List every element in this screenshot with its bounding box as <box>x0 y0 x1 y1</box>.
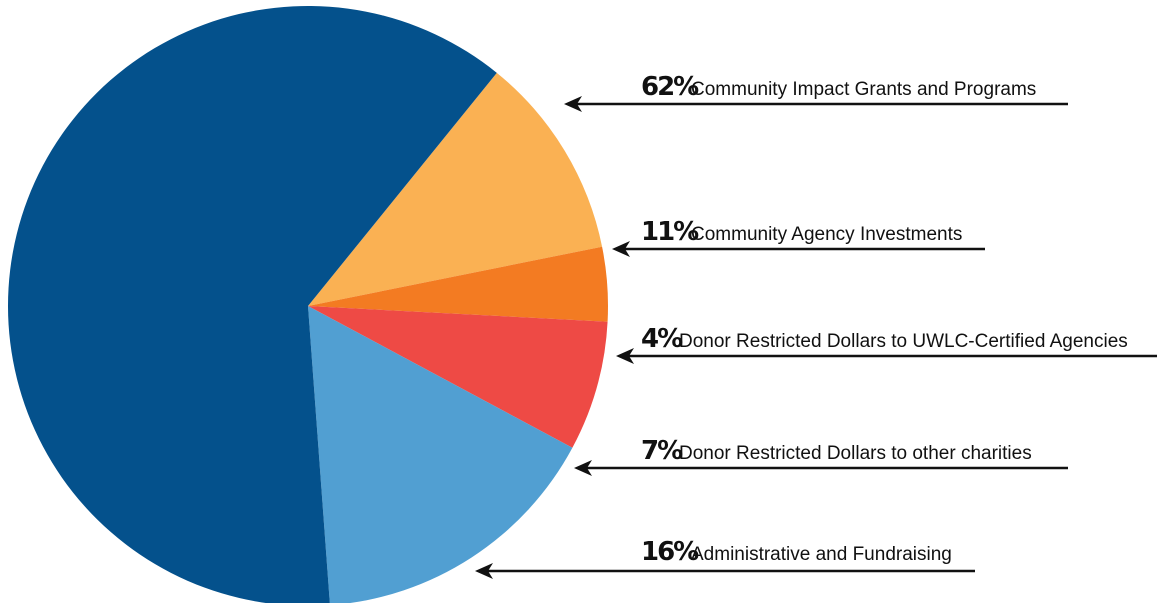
callout-arrowhead-4pct <box>616 348 634 364</box>
slice-percent-7pct: 7% <box>641 436 683 466</box>
pie-slice-62pct <box>8 6 497 603</box>
slice-percent-4pct: 4% <box>641 324 683 354</box>
slice-percent-16pct: 16% <box>641 537 699 567</box>
slice-label-62pct: Community Impact Grants and Programs <box>691 79 1036 100</box>
slice-percent-62pct: 62% <box>641 72 699 102</box>
pie-slice-11pct <box>308 72 603 306</box>
callout-arrowhead-62pct <box>564 96 582 112</box>
slice-label-4pct: Donor Restricted Dollars to UWLC-Certifi… <box>679 331 1128 352</box>
pie-slice-7pct <box>308 306 608 448</box>
slice-label-7pct: Donor Restricted Dollars to other charit… <box>679 443 1032 464</box>
callout-arrowhead-11pct <box>612 241 630 257</box>
callout-arrowhead-16pct <box>475 563 493 579</box>
slice-percent-11pct: 11% <box>641 217 699 247</box>
callout-arrowhead-7pct <box>574 460 592 476</box>
pie-slice-4pct <box>308 246 609 322</box>
slice-label-11pct: Community Agency Investments <box>691 224 962 245</box>
slice-label-16pct: Administrative and Fundraising <box>691 544 952 565</box>
pie-slice-16pct <box>308 306 573 603</box>
